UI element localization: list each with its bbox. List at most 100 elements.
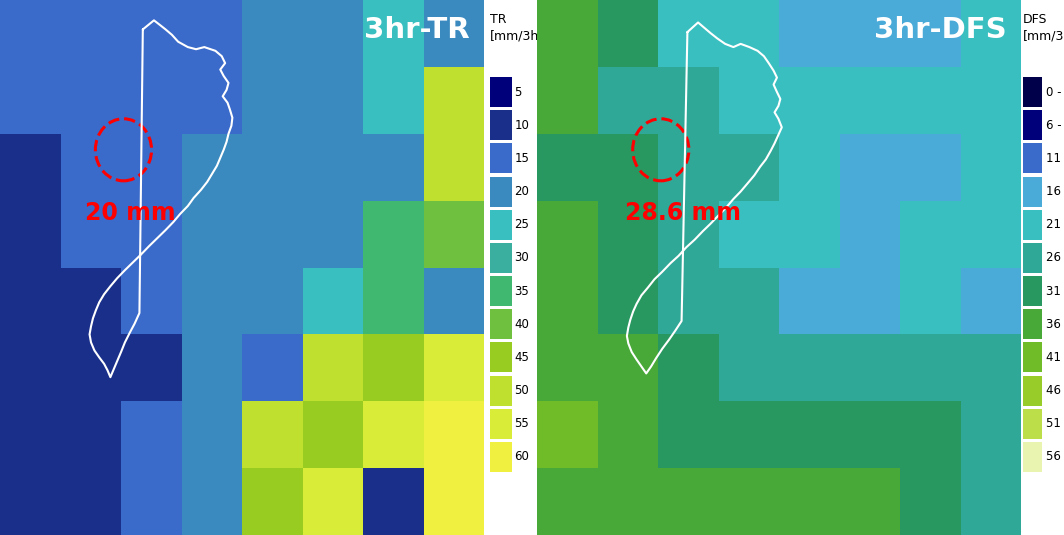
Bar: [489, 110, 512, 140]
Bar: [423, 401, 484, 468]
Bar: [423, 0, 484, 67]
Bar: [61, 468, 121, 535]
Bar: [961, 0, 1021, 67]
Text: 55: 55: [515, 417, 529, 430]
Bar: [839, 468, 900, 535]
Bar: [1023, 309, 1042, 339]
Bar: [61, 0, 121, 67]
Bar: [719, 67, 779, 134]
Bar: [839, 334, 900, 401]
Text: 28.6 mm: 28.6 mm: [625, 201, 741, 225]
Bar: [242, 0, 302, 67]
Bar: [537, 468, 598, 535]
Bar: [779, 468, 839, 535]
Bar: [0, 401, 61, 468]
Bar: [302, 0, 363, 67]
Bar: [598, 468, 659, 535]
Bar: [961, 268, 1021, 334]
Bar: [121, 134, 182, 201]
Bar: [489, 409, 512, 439]
Bar: [1023, 276, 1042, 306]
Bar: [537, 201, 598, 268]
Bar: [961, 201, 1021, 268]
Bar: [423, 201, 484, 268]
Bar: [839, 67, 900, 134]
Bar: [0, 67, 61, 134]
Bar: [423, 134, 484, 201]
Bar: [839, 268, 900, 334]
Bar: [302, 401, 363, 468]
Bar: [779, 268, 839, 334]
Bar: [598, 134, 659, 201]
Bar: [61, 268, 121, 334]
Text: 15: 15: [515, 152, 530, 165]
Bar: [779, 401, 839, 468]
Bar: [961, 334, 1021, 401]
Text: 5: 5: [515, 86, 522, 98]
Bar: [961, 401, 1021, 468]
Text: 46 - 50: 46 - 50: [1046, 384, 1064, 397]
Bar: [537, 334, 598, 401]
Bar: [1023, 409, 1042, 439]
Bar: [1023, 210, 1042, 240]
Bar: [182, 201, 242, 268]
Bar: [489, 309, 512, 339]
Bar: [659, 201, 719, 268]
Bar: [61, 401, 121, 468]
Bar: [1023, 177, 1042, 207]
Bar: [423, 67, 484, 134]
Text: 26 - 30: 26 - 30: [1046, 251, 1064, 264]
Text: 3hr-TR: 3hr-TR: [364, 16, 469, 44]
Bar: [961, 67, 1021, 134]
Bar: [1023, 442, 1042, 472]
Bar: [961, 468, 1021, 535]
Bar: [1023, 243, 1042, 273]
Bar: [900, 134, 961, 201]
Text: 50: 50: [515, 384, 529, 397]
Bar: [900, 401, 961, 468]
Bar: [0, 334, 61, 401]
Text: 3hr-DFS: 3hr-DFS: [875, 16, 1007, 44]
Bar: [363, 134, 423, 201]
Bar: [0, 468, 61, 535]
Bar: [659, 334, 719, 401]
Text: 40: 40: [515, 318, 530, 331]
Text: 20: 20: [515, 185, 530, 198]
Text: 20 mm: 20 mm: [85, 201, 176, 225]
Bar: [489, 143, 512, 173]
Bar: [489, 243, 512, 273]
Text: 56 - 60: 56 - 60: [1046, 450, 1064, 463]
Bar: [61, 134, 121, 201]
Bar: [659, 468, 719, 535]
Bar: [61, 201, 121, 268]
Bar: [302, 134, 363, 201]
Bar: [242, 401, 302, 468]
Bar: [659, 0, 719, 67]
Bar: [182, 334, 242, 401]
Text: TR
[mm/3hr]: TR [mm/3hr]: [489, 13, 549, 42]
Bar: [598, 268, 659, 334]
Bar: [121, 201, 182, 268]
Text: 6 - 10: 6 - 10: [1046, 119, 1064, 132]
Text: 36 - 40: 36 - 40: [1046, 318, 1064, 331]
Bar: [659, 268, 719, 334]
Bar: [598, 0, 659, 67]
Bar: [302, 67, 363, 134]
Bar: [302, 268, 363, 334]
Text: 16 - 20: 16 - 20: [1046, 185, 1064, 198]
Bar: [900, 468, 961, 535]
Bar: [489, 177, 512, 207]
Bar: [182, 67, 242, 134]
Bar: [537, 0, 598, 67]
Bar: [489, 276, 512, 306]
Bar: [659, 134, 719, 201]
Text: 51 - 55: 51 - 55: [1046, 417, 1064, 430]
Bar: [719, 468, 779, 535]
Bar: [302, 334, 363, 401]
Bar: [598, 401, 659, 468]
Text: 35: 35: [515, 285, 529, 297]
Bar: [839, 0, 900, 67]
Bar: [242, 67, 302, 134]
Bar: [598, 201, 659, 268]
Bar: [121, 268, 182, 334]
